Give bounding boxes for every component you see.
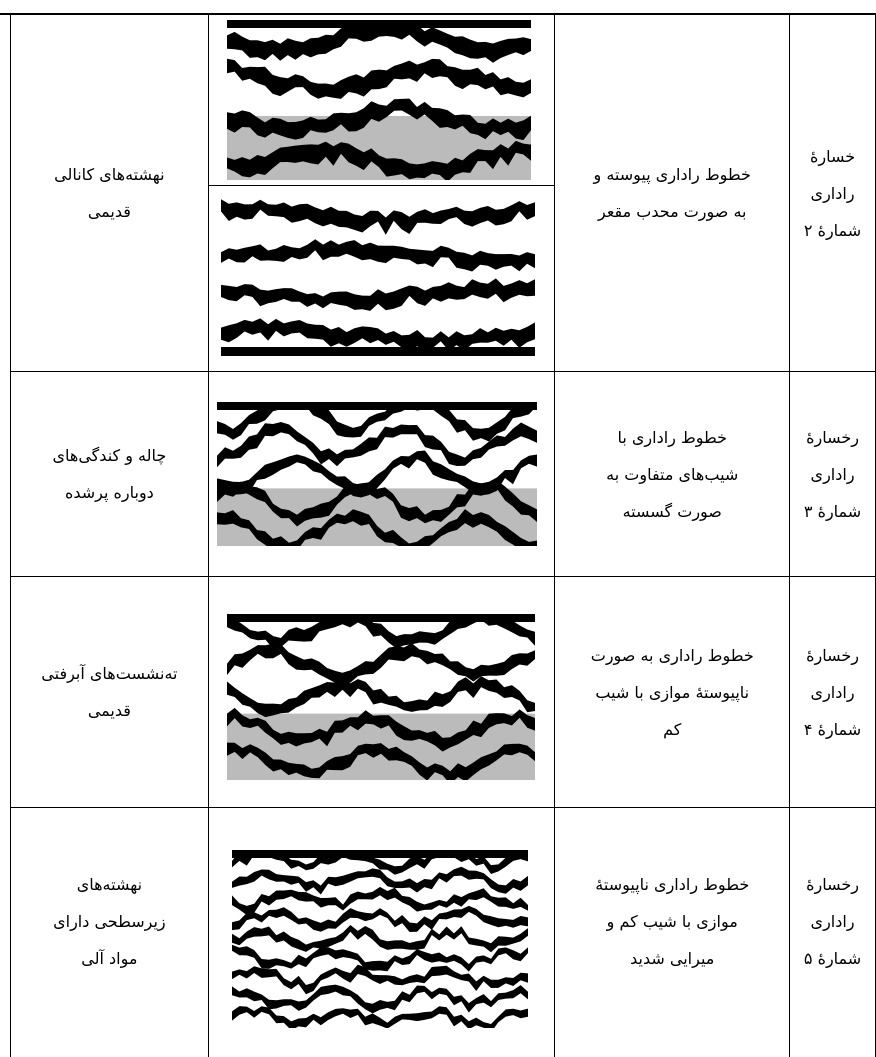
radargram-part	[221, 347, 535, 356]
facies-interpretation-line: نهشته‌های	[11, 866, 208, 903]
facies-interpretation-line: زیرسطحی دارای	[11, 903, 208, 940]
facies-label-line: راداری	[790, 674, 875, 711]
facies-label-line: رخسارهٔ	[790, 866, 875, 903]
facies-description-line: کم	[555, 711, 789, 748]
radargram-cell	[208, 372, 555, 577]
radargram-cell	[208, 808, 555, 1057]
facies-description-line: صورت گسسته	[555, 493, 789, 530]
radargram	[221, 196, 535, 356]
radargram	[227, 20, 531, 180]
cell-divider	[209, 185, 555, 186]
facies-label-line: راداری	[790, 456, 875, 493]
facies-description-line: خطوط راداری پیوسته و	[555, 156, 789, 193]
radargram-cell	[208, 15, 555, 372]
radargram	[227, 614, 535, 780]
facies-description-line: موازی با شیب کم و	[555, 903, 789, 940]
facies-interpretation-line: چاله و کندگی‌های	[11, 437, 208, 474]
facies-description-line: خطوط راداری به صورت	[555, 637, 789, 674]
facies-interpretation-line: قدیمی	[11, 193, 208, 230]
facies-interpretation-line: ته‌نشست‌های آبرفتی	[11, 655, 208, 692]
facies-label-line: شمارهٔ ۳	[790, 493, 875, 530]
facies-label-line: شمارهٔ ۲	[790, 212, 875, 249]
facies-label-line: راداری	[790, 903, 875, 940]
facies-description-line: شیب‌های متفاوت به	[555, 456, 789, 493]
radargram-part	[217, 402, 537, 410]
facies-description-line: میرایی شدید	[555, 940, 789, 977]
facies-label-line: شمارهٔ ۴	[790, 711, 875, 748]
facies-interpretation-line: قدیمی	[11, 692, 208, 729]
facies-description-line: ناپیوستهٔ موازی با شیب	[555, 674, 789, 711]
page: خسارهٔراداریشمارهٔ ۲خطوط راداری پیوسته و…	[0, 0, 876, 1057]
radargram-part	[227, 614, 535, 622]
radargram-cell	[208, 577, 555, 808]
facies-interpretation-line: نهشته‌های کانالی	[11, 156, 208, 193]
radargram-part	[227, 20, 531, 28]
facies-description-line: خطوط راداری ناپیوستهٔ	[555, 866, 789, 903]
radargram	[217, 402, 537, 546]
facies-description-line: به صورت محدب مقعر	[555, 193, 789, 230]
facies-label-line: راداری	[790, 175, 875, 212]
facies-interpretation-line: مواد آلی	[11, 940, 208, 977]
facies-label-line: رخسارهٔ	[790, 419, 875, 456]
radargram-part	[232, 850, 528, 858]
facies-label-line: رخسارهٔ	[790, 637, 875, 674]
facies-description-line: خطوط راداری با	[555, 419, 789, 456]
facies-label-line: خسارهٔ	[790, 138, 875, 175]
facies-label-line: شمارهٔ ۵	[790, 940, 875, 977]
facies-interpretation-line: دوباره پرشده	[11, 474, 208, 511]
radargram	[232, 850, 528, 1028]
